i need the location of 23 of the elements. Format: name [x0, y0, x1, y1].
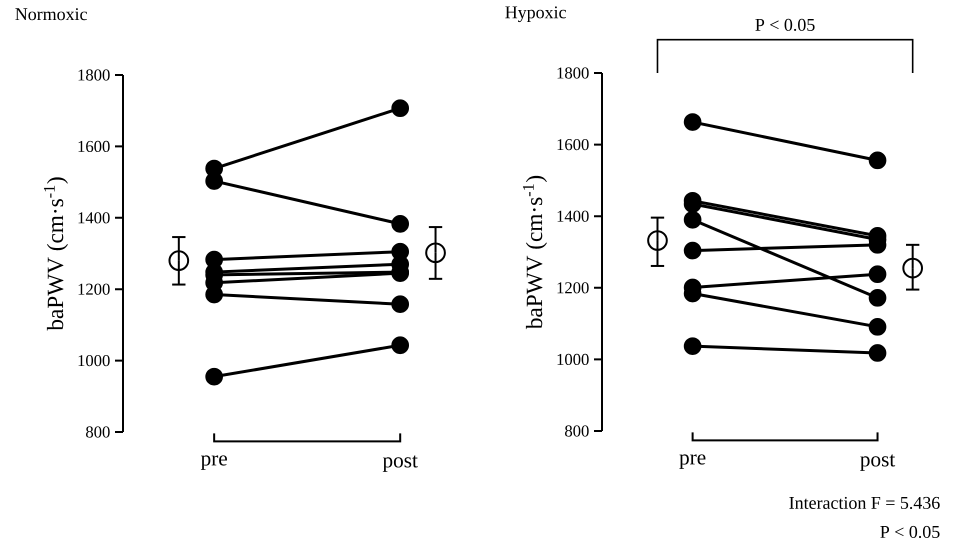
y-tick-label: 800: [565, 425, 589, 437]
text: Interaction F = 5.436: [789, 496, 940, 510]
x-tick-label: pre: [679, 454, 706, 469]
y-tick-label: 1600: [558, 138, 589, 150]
y-axis-title: baPWV (cm·s$^{-1}$): [522, 176, 547, 330]
chart-title: Normoxic: [15, 8, 87, 20]
y-tick-label: 1600: [78, 140, 110, 152]
y-tick-label: 1400: [558, 210, 589, 222]
x-tick-label: post: [382, 455, 418, 472]
y-tick-label: 1800: [78, 69, 110, 81]
y-tick-label: 1000: [558, 354, 589, 366]
x-tick-label: pre: [200, 455, 227, 470]
chart-title: Hypoxic: [505, 6, 566, 22]
y-tick-label: 1200: [558, 282, 589, 294]
y-tick-label: 1800: [558, 67, 589, 79]
y-tick-label: 1000: [78, 354, 110, 366]
text: P < 0.05: [880, 526, 940, 538]
y-tick-label: 800: [86, 426, 110, 438]
text: P < 0.05: [755, 18, 815, 31]
x-tick-label: post: [860, 454, 896, 471]
y-axis-title: baPWV (cm·s$^{-1}$): [44, 177, 68, 331]
y-tick-label: 1400: [78, 212, 110, 224]
y-tick-label: 1200: [78, 284, 110, 295]
